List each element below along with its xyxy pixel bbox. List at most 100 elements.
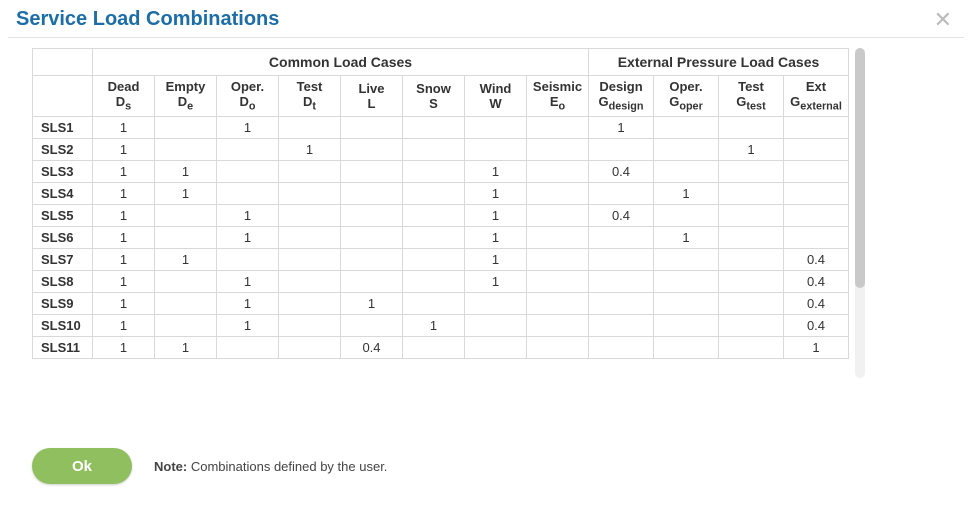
cell[interactable] — [654, 160, 719, 182]
cell[interactable] — [403, 116, 465, 138]
cell[interactable] — [654, 270, 719, 292]
cell[interactable] — [279, 270, 341, 292]
cell[interactable] — [403, 182, 465, 204]
cell[interactable] — [527, 314, 589, 336]
cell[interactable] — [654, 248, 719, 270]
cell[interactable]: 1 — [217, 226, 279, 248]
cell[interactable] — [784, 226, 849, 248]
cell[interactable] — [527, 248, 589, 270]
row-label[interactable]: SLS2 — [33, 138, 93, 160]
cell[interactable]: 1 — [719, 138, 784, 160]
cell[interactable] — [465, 116, 527, 138]
cell[interactable] — [279, 336, 341, 358]
cell[interactable] — [589, 248, 654, 270]
cell[interactable] — [719, 270, 784, 292]
cell[interactable] — [155, 270, 217, 292]
cell[interactable]: 1 — [465, 182, 527, 204]
cell[interactable] — [403, 336, 465, 358]
cell[interactable] — [279, 248, 341, 270]
cell[interactable] — [279, 226, 341, 248]
cell[interactable] — [784, 116, 849, 138]
cell[interactable]: 1 — [654, 226, 719, 248]
cell[interactable]: 1 — [93, 292, 155, 314]
cell[interactable]: 1 — [217, 116, 279, 138]
cell[interactable] — [719, 226, 784, 248]
row-label[interactable]: SLS4 — [33, 182, 93, 204]
cell[interactable] — [784, 204, 849, 226]
cell[interactable] — [217, 248, 279, 270]
cell[interactable] — [341, 204, 403, 226]
row-label[interactable]: SLS5 — [33, 204, 93, 226]
table-scroll[interactable]: Common Load CasesExternal Pressure Load … — [32, 48, 849, 378]
cell[interactable] — [403, 248, 465, 270]
cell[interactable] — [654, 336, 719, 358]
ok-button[interactable]: Ok — [32, 448, 132, 484]
cell[interactable] — [155, 138, 217, 160]
scrollbar-thumb[interactable] — [855, 48, 865, 288]
cell[interactable]: 1 — [784, 336, 849, 358]
cell[interactable]: 1 — [465, 226, 527, 248]
cell[interactable] — [341, 116, 403, 138]
cell[interactable] — [279, 204, 341, 226]
cell[interactable] — [719, 182, 784, 204]
cell[interactable] — [719, 116, 784, 138]
row-label[interactable]: SLS6 — [33, 226, 93, 248]
cell[interactable]: 1 — [589, 116, 654, 138]
cell[interactable] — [217, 160, 279, 182]
cell[interactable] — [527, 160, 589, 182]
row-label[interactable]: SLS10 — [33, 314, 93, 336]
cell[interactable] — [719, 204, 784, 226]
cell[interactable] — [719, 248, 784, 270]
cell[interactable]: 1 — [155, 182, 217, 204]
row-label[interactable]: SLS9 — [33, 292, 93, 314]
cell[interactable] — [527, 138, 589, 160]
cell[interactable] — [217, 182, 279, 204]
cell[interactable]: 1 — [93, 248, 155, 270]
cell[interactable] — [589, 292, 654, 314]
cell[interactable]: 1 — [403, 314, 465, 336]
cell[interactable] — [589, 226, 654, 248]
cell[interactable]: 1 — [654, 182, 719, 204]
cell[interactable]: 1 — [465, 270, 527, 292]
cell[interactable]: 0.4 — [589, 204, 654, 226]
cell[interactable] — [217, 138, 279, 160]
cell[interactable] — [279, 314, 341, 336]
cell[interactable] — [719, 292, 784, 314]
cell[interactable]: 1 — [217, 314, 279, 336]
cell[interactable] — [403, 270, 465, 292]
cell[interactable] — [589, 270, 654, 292]
cell[interactable] — [341, 138, 403, 160]
cell[interactable] — [403, 226, 465, 248]
cell[interactable] — [403, 138, 465, 160]
cell[interactable]: 1 — [155, 248, 217, 270]
row-label[interactable]: SLS11 — [33, 336, 93, 358]
cell[interactable]: 1 — [93, 270, 155, 292]
cell[interactable] — [527, 182, 589, 204]
cell[interactable]: 0.4 — [784, 292, 849, 314]
row-label[interactable]: SLS7 — [33, 248, 93, 270]
cell[interactable]: 1 — [465, 248, 527, 270]
cell[interactable] — [654, 116, 719, 138]
cell[interactable]: 1 — [93, 226, 155, 248]
cell[interactable] — [341, 270, 403, 292]
cell[interactable]: 0.4 — [784, 248, 849, 270]
close-icon[interactable]: ✕ — [930, 9, 956, 31]
cell[interactable] — [155, 116, 217, 138]
cell[interactable] — [589, 182, 654, 204]
cell[interactable] — [341, 226, 403, 248]
cell[interactable] — [589, 336, 654, 358]
cell[interactable]: 1 — [341, 292, 403, 314]
cell[interactable] — [784, 160, 849, 182]
cell[interactable]: 1 — [465, 160, 527, 182]
cell[interactable]: 1 — [217, 204, 279, 226]
cell[interactable]: 1 — [155, 160, 217, 182]
cell[interactable] — [527, 292, 589, 314]
cell[interactable]: 1 — [93, 336, 155, 358]
cell[interactable] — [654, 204, 719, 226]
row-label[interactable]: SLS3 — [33, 160, 93, 182]
cell[interactable] — [279, 182, 341, 204]
cell[interactable] — [155, 226, 217, 248]
cell[interactable]: 1 — [93, 204, 155, 226]
cell[interactable]: 1 — [93, 160, 155, 182]
cell[interactable]: 0.4 — [784, 314, 849, 336]
